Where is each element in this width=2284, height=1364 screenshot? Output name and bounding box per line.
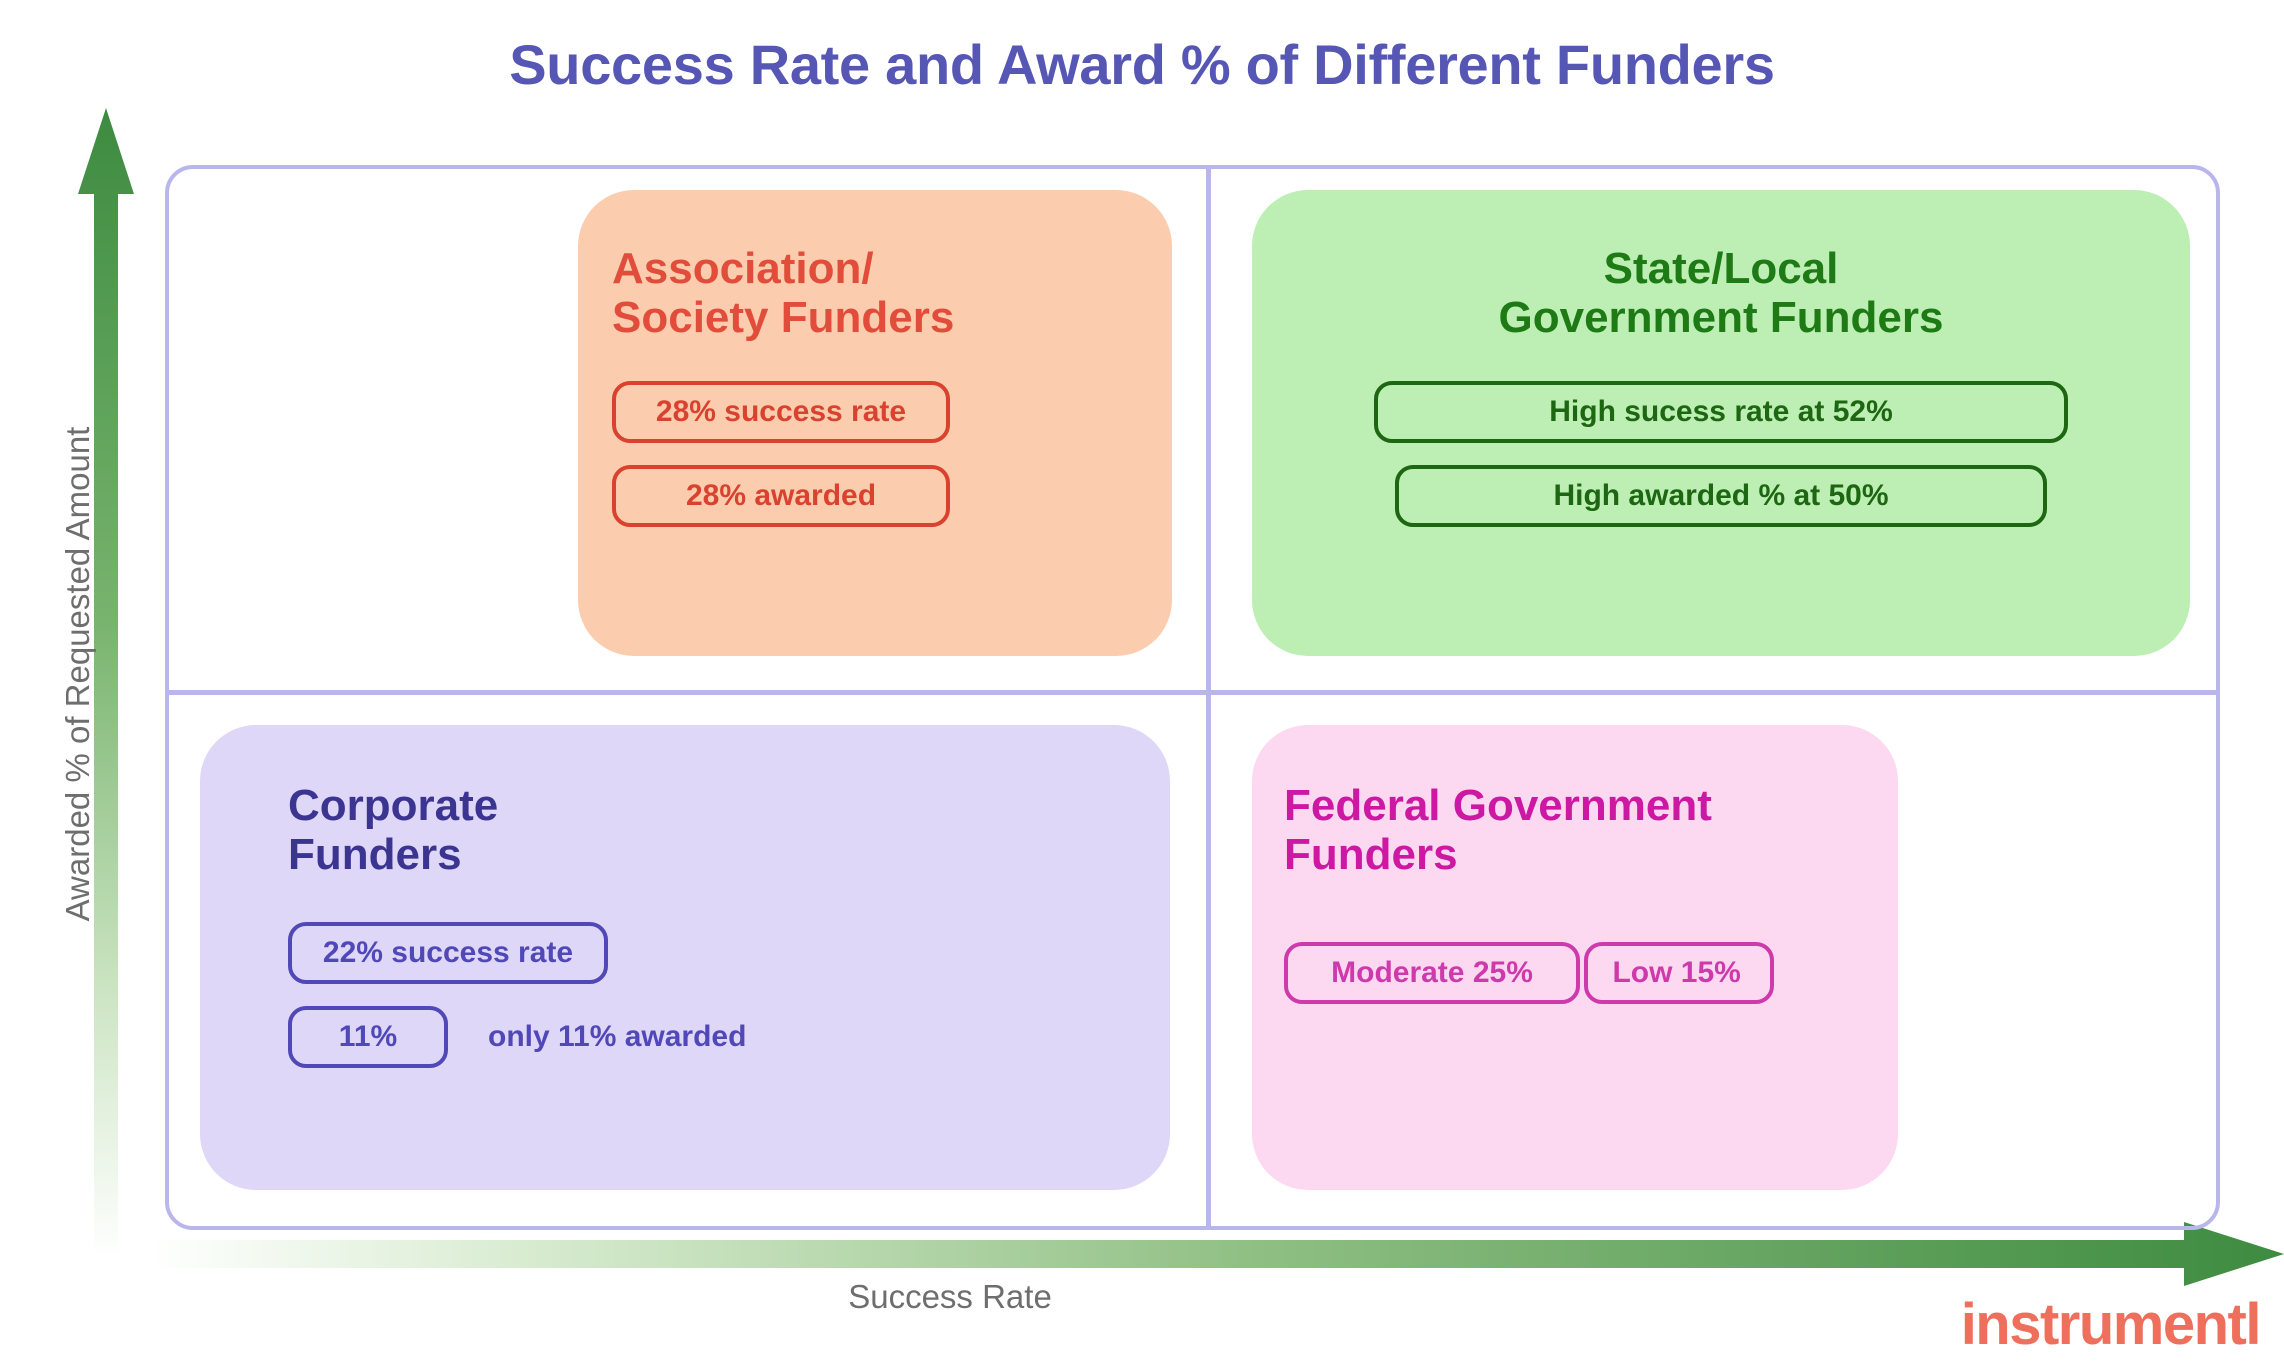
badge-row-corporate-awarded: 11% only 11% awarded xyxy=(288,1005,1170,1068)
quadrant-card-state-local-government[interactable]: State/Local Government Funders High suce… xyxy=(1252,190,2190,656)
badge-note-corporate-awarded: only 11% awarded xyxy=(488,1019,747,1053)
badge-corporate-success-rate: 22% success rate xyxy=(288,921,608,984)
quadrant-divider-horizontal xyxy=(167,690,2218,695)
instrumentl-logo[interactable]: instrumentl xyxy=(1960,1292,2262,1357)
badge-group-federal-government: Moderate 25% Low 15% xyxy=(1284,920,1898,1004)
card-title-federal-government: Federal Government Funders xyxy=(1284,781,1712,880)
y-axis-label: Awarded % of Requested Amount xyxy=(59,426,96,922)
badge-corporate-awarded: 11% xyxy=(288,1005,448,1068)
badge-group-corporate: 22% success rate 11% only 11% awarded xyxy=(288,921,1170,1068)
quadrant-card-association[interactable]: Association/ Society Funders 28% success… xyxy=(578,190,1172,656)
quadrant-card-federal-government[interactable]: Federal Government Funders Moderate 25% … xyxy=(1252,725,1898,1190)
quadrant-frame xyxy=(165,165,2220,1230)
badge-state-awarded: High awarded % at 50% xyxy=(1395,464,2047,527)
badge-association-awarded: 28% awarded xyxy=(612,464,950,527)
badge-group-state-local-government: High sucess rate at 52% High awarded % a… xyxy=(1252,380,2190,527)
badge-association-success-rate: 28% success rate xyxy=(612,380,950,443)
badge-group-association: 28% success rate 28% awarded xyxy=(612,380,1172,527)
badge-federal-awarded: Low 15% xyxy=(1584,941,1775,1004)
card-title-association: Association/ Society Funders xyxy=(612,244,955,343)
page-title: Success Rate and Award % of Different Fu… xyxy=(509,33,1775,96)
up-arrow-icon xyxy=(78,108,134,1258)
card-title-corporate: Corporate Funders xyxy=(288,781,499,880)
right-arrow-icon xyxy=(150,1222,2284,1286)
quadrant-divider-vertical xyxy=(1206,167,1211,1228)
quadrant-card-corporate[interactable]: Corporate Funders 22% success rate 11% o… xyxy=(200,725,1170,1190)
badge-federal-success-rate: Moderate 25% xyxy=(1284,941,1580,1004)
x-axis-label: Success Rate xyxy=(848,1278,1052,1315)
card-title-state-local-government: State/Local Government Funders xyxy=(1498,244,1944,343)
badge-state-success-rate: High sucess rate at 52% xyxy=(1374,380,2068,443)
